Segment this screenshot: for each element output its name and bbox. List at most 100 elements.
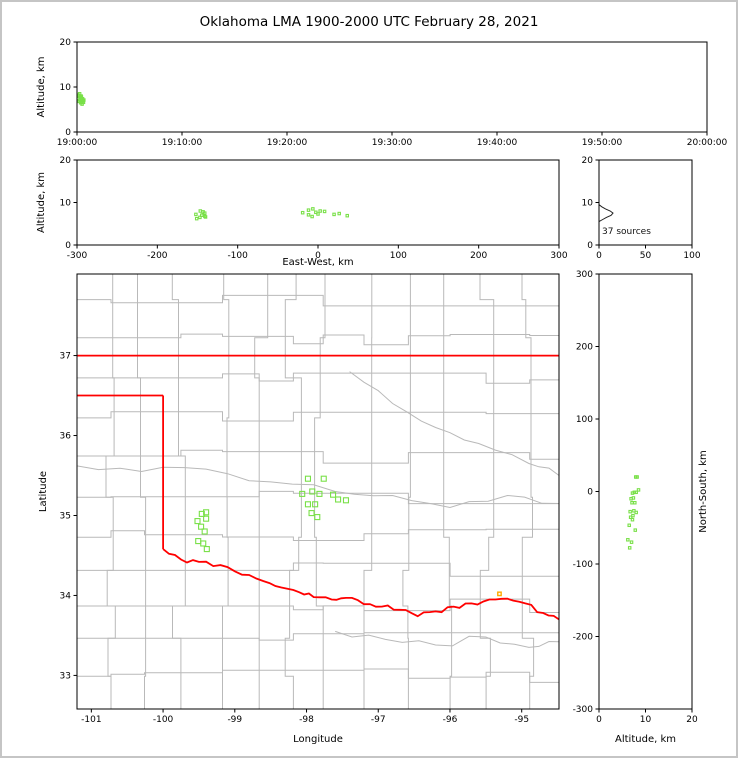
y-tick-label: -100 [573, 560, 594, 570]
source-point [335, 496, 342, 503]
sources-count-annotation: 37 sources [602, 227, 651, 237]
x-axis-label: Longitude [293, 734, 343, 745]
x-tick-label: -100 [153, 715, 174, 725]
source-point [198, 523, 205, 530]
source-point [318, 209, 322, 213]
x-tick-label: 20:00:00 [687, 138, 728, 148]
source-point [633, 475, 638, 479]
source-point [306, 208, 311, 212]
axis-ticks: 19:00:00 19:10:00 19:20:00 19:30:00 19:40:00… [57, 38, 728, 148]
x-tick-label: 100 [683, 251, 700, 261]
ns-height-panel: 0 10 20 -300 -200 -100 0 100 200 300 Altitude, km N… [573, 270, 709, 745]
source-point [304, 475, 312, 482]
source-point [627, 546, 632, 550]
source-point [309, 488, 316, 495]
x-tick-label: -97 [371, 715, 386, 725]
source-point [203, 509, 210, 516]
county-line [284, 274, 302, 709]
x-tick-label: 300 [550, 251, 567, 261]
county-line [105, 274, 116, 709]
source-point [195, 538, 202, 545]
x-tick-label: -200 [147, 251, 168, 261]
y-axis-label: Altitude, km [36, 172, 47, 233]
source-point [316, 490, 323, 497]
source-point [636, 488, 641, 492]
river-line [335, 630, 559, 648]
axis-ticks: 0 10 20 -300 -200 -100 0 100 200 300 [573, 270, 698, 725]
county-line [254, 274, 269, 709]
source-point [633, 528, 638, 532]
y-tick-label: 0 [65, 241, 71, 251]
county-line [314, 274, 326, 709]
x-tick-label: 19:30:00 [372, 138, 413, 148]
y-tick-label: 100 [576, 415, 593, 425]
axis-ticks: -101 -100 -99 -98 -97 -96 -95 33 34 35 36 37 [60, 352, 530, 725]
alt-histogram-content [599, 204, 614, 223]
county-line [171, 274, 186, 709]
x-tick-label: -95 [514, 715, 529, 725]
source-point [304, 501, 312, 508]
source-point [342, 497, 350, 504]
ew-height-content [194, 207, 349, 221]
river-line [349, 371, 559, 476]
y-axis-label: Latitude [38, 471, 49, 512]
county-line [77, 598, 559, 613]
county-line [77, 668, 559, 683]
county-line [479, 274, 495, 709]
y-tick-label: 10 [60, 199, 72, 209]
x-tick-label: 19:40:00 [477, 138, 518, 148]
x-tick-label: 50 [640, 251, 652, 261]
source-point [203, 215, 208, 219]
y-tick-label: 20 [60, 38, 72, 48]
county-line [77, 490, 559, 505]
county-line [77, 449, 559, 464]
county-line [77, 528, 559, 541]
source-point [198, 215, 202, 220]
y-tick-label: -300 [573, 705, 594, 715]
source-point [633, 500, 637, 505]
panel-frame [76, 159, 560, 246]
x-tick-label: 20 [686, 715, 698, 725]
y-tick-label: 200 [576, 343, 593, 353]
y-tick-label: 20 [582, 156, 594, 166]
state-border-line [162, 548, 559, 621]
source-point [200, 213, 204, 218]
source-point [299, 490, 306, 497]
orange-source-point [497, 591, 502, 597]
time-height-panel: 19:00:00 19:10:00 19:20:00 19:30:00 19:40:00… [36, 38, 727, 148]
y-tick-label: 37 [60, 352, 71, 362]
x-tick-label: -99 [227, 715, 242, 725]
source-point [194, 216, 199, 221]
ew-height-panel: -300 -200 -100 0 100 200 300 0 10 20 East-West, km… [36, 156, 568, 268]
source-point [314, 514, 321, 521]
source-point [634, 490, 638, 495]
y-axis-label: Altitude, km [36, 57, 47, 118]
source-point [630, 491, 635, 495]
source-point [201, 210, 205, 214]
map-panel: -101 -100 -99 -98 -97 -96 -95 33 34 35 36 37 Longitu… [38, 273, 560, 745]
county-boundaries [77, 274, 559, 709]
y-tick-label: 35 [60, 511, 71, 521]
x-tick-label: 19:20:00 [267, 138, 308, 148]
county-line [402, 274, 411, 709]
x-tick-label: 19:00:00 [57, 138, 98, 148]
source-point [311, 207, 315, 211]
source-point [320, 475, 327, 482]
y-tick-label: 300 [576, 270, 593, 280]
source-point [316, 212, 320, 216]
source-point [203, 515, 210, 522]
x-tick-label: -300 [67, 251, 88, 261]
county-line [77, 294, 559, 307]
source-point [198, 209, 203, 213]
y-tick-label: 34 [60, 591, 72, 601]
ns-height-content [626, 475, 641, 550]
y-tick-label: 36 [60, 432, 72, 442]
source-point [631, 513, 635, 518]
source-point [200, 540, 207, 547]
source-point [630, 500, 634, 505]
panel-frame [598, 273, 693, 710]
x-tick-label: 10 [640, 715, 652, 725]
x-tick-label: 0 [315, 251, 321, 261]
source-point [337, 211, 341, 216]
